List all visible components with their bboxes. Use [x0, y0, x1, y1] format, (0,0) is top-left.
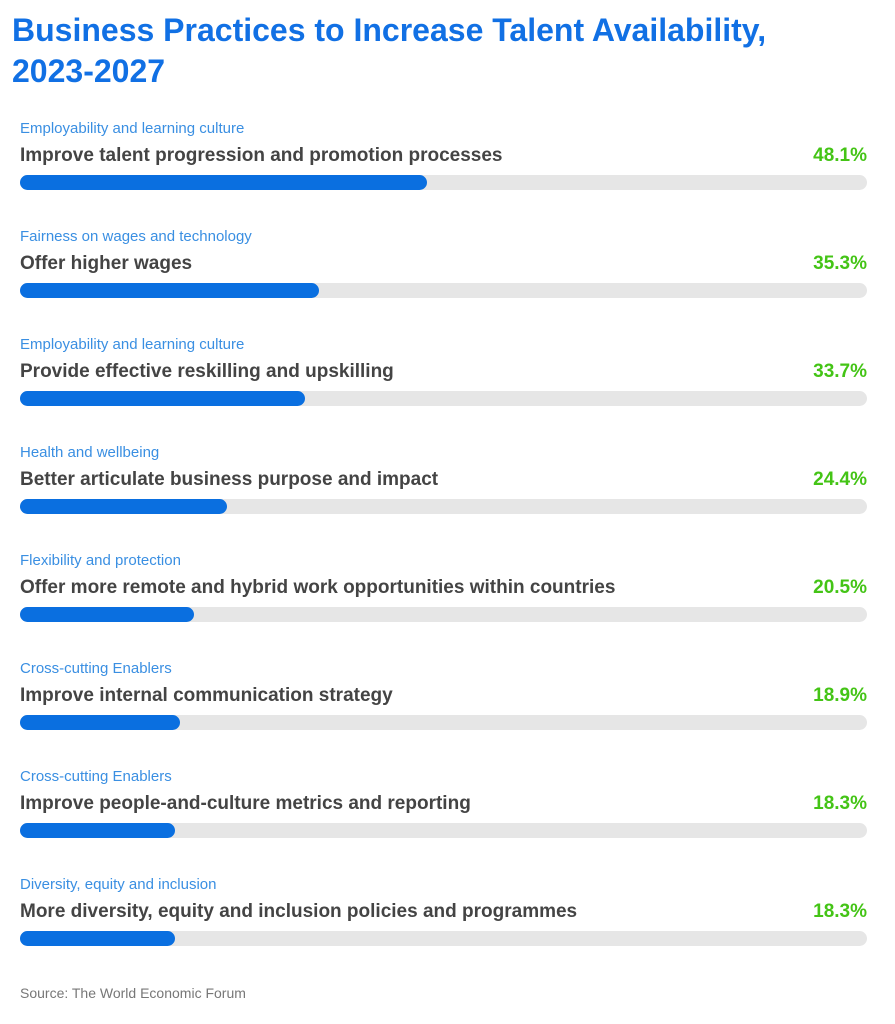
bar	[20, 175, 428, 190]
bar-track	[20, 931, 867, 946]
category-label: Offer higher wages	[20, 253, 193, 274]
group-label: Cross-cutting Enablers	[20, 660, 172, 677]
bar-track	[20, 499, 867, 514]
bar	[20, 715, 181, 730]
category-label: Provide effective reskilling and upskill…	[20, 361, 394, 382]
value-label: 18.3%	[813, 901, 867, 922]
value-label: 33.7%	[813, 361, 867, 382]
group-label: Flexibility and protection	[20, 552, 181, 569]
value-label: 48.1%	[813, 145, 867, 166]
category-label: Improve people-and-culture metrics and r…	[20, 793, 471, 814]
category-label: Better articulate business purpose and i…	[20, 469, 439, 490]
category-label: Improve internal communication strategy	[20, 685, 393, 706]
group-label: Employability and learning culture	[20, 120, 245, 137]
category-label: Improve talent progression and promotion…	[20, 145, 503, 166]
bar-track	[20, 607, 867, 622]
bar	[20, 283, 319, 298]
category-label: More diversity, equity and inclusion pol…	[20, 901, 578, 922]
value-label: 24.4%	[813, 469, 867, 490]
bar-track	[20, 823, 867, 838]
bar	[20, 931, 175, 946]
group-label: Diversity, equity and inclusion	[20, 876, 217, 893]
source: Source: The World Economic Forum	[20, 985, 246, 1001]
bar	[20, 391, 306, 406]
bar	[20, 823, 175, 838]
category-label: Offer more remote and hybrid work opport…	[20, 577, 616, 598]
group-label: Fairness on wages and technology	[20, 228, 252, 245]
value-label: 18.9%	[813, 685, 867, 706]
group-label: Employability and learning culture	[20, 336, 245, 353]
chart-title: Business Practices to Increase Talent Av…	[12, 12, 767, 89]
bar-track	[20, 715, 867, 730]
group-label: Cross-cutting Enablers	[20, 768, 172, 785]
value-label: 35.3%	[813, 253, 867, 274]
group-label: Health and wellbeing	[20, 444, 160, 461]
value-label: 20.5%	[813, 577, 867, 598]
value-label: 18.3%	[813, 793, 867, 814]
bar	[20, 499, 227, 514]
bar	[20, 607, 194, 622]
